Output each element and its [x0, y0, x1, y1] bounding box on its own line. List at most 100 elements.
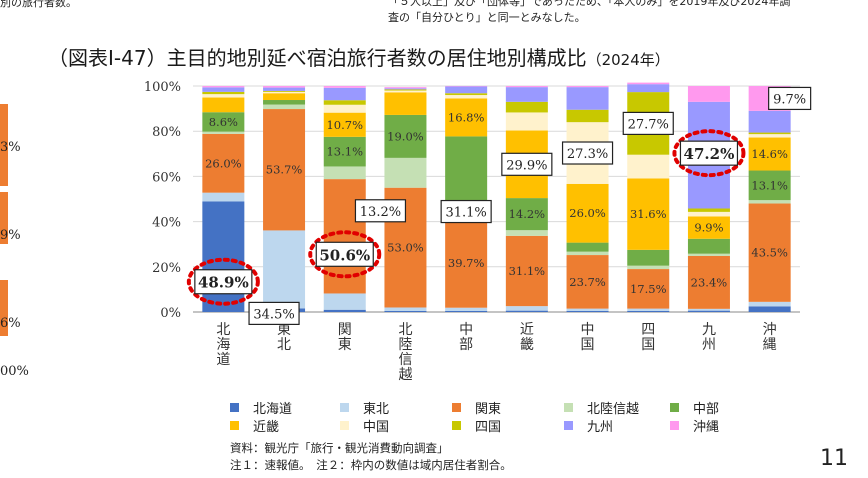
- bar-segment: [748, 134, 791, 138]
- data-label-box: [679, 140, 739, 166]
- legend-label: 近畿: [253, 420, 280, 435]
- legend-label: 東北: [363, 402, 390, 417]
- legend-swatch: [340, 421, 349, 430]
- bar-segment: [445, 93, 488, 96]
- left-panel-label-4: 00%: [0, 364, 29, 379]
- legend-label: 四国: [475, 420, 502, 435]
- bar-segment: [566, 109, 609, 123]
- legend-item: 北陸信越: [564, 398, 639, 417]
- bar-segment: [505, 306, 548, 311]
- legend-label: 九州: [587, 420, 614, 435]
- bar-segment: [384, 87, 427, 89]
- data-label: 16.8%: [448, 110, 485, 124]
- bar-segment: [323, 112, 366, 137]
- bar-segment: [445, 136, 488, 207]
- bar-segment: [323, 309, 366, 312]
- bar-segment: [202, 94, 245, 98]
- bar-segment: [748, 110, 791, 133]
- legend-swatch: [230, 403, 239, 412]
- x-tick-label-char: 海: [216, 337, 230, 353]
- bar-segment: [323, 104, 366, 113]
- left-panel-label-3: 6%: [0, 316, 21, 331]
- legend-swatch: [670, 421, 679, 430]
- bar-segment: [263, 91, 306, 94]
- bar-segment: [445, 95, 488, 99]
- bar-segment: [687, 208, 730, 212]
- bar-segment: [263, 100, 306, 105]
- bar-segment: [748, 301, 791, 307]
- bar-segment: [505, 198, 548, 231]
- bar-segment: [566, 86, 609, 88]
- bar-segment: [323, 166, 366, 180]
- bar-segment: [566, 308, 609, 311]
- bar-segment: [202, 97, 245, 113]
- y-tick-label: 60%: [152, 170, 181, 185]
- header-note-line-2: 査の「自分ひとり」と同一とみなした。: [388, 11, 586, 24]
- bar-segment: [627, 310, 670, 312]
- x-tick-label-char: 中: [459, 322, 473, 338]
- bar-segment: [445, 307, 488, 311]
- x-tick-label-char: 畿: [520, 337, 534, 353]
- legend-swatch: [564, 421, 573, 430]
- legend-item: 中国: [340, 416, 389, 435]
- data-label: 8.6%: [209, 115, 238, 129]
- bar-segment: [627, 308, 670, 311]
- y-tick-label: 0%: [160, 306, 181, 321]
- data-label: 23.4%: [691, 275, 728, 289]
- x-tick-label-char: 沖: [763, 322, 777, 338]
- bar-segment: [687, 310, 730, 312]
- x-tick-label-char: 九: [702, 322, 716, 338]
- left-panel-bar-2: [0, 192, 8, 244]
- x-tick-label-char: 道: [216, 352, 230, 368]
- x-tick-label-char: 信: [398, 352, 412, 368]
- bar-segment: [566, 255, 609, 309]
- data-label: 50.6%: [319, 246, 370, 264]
- data-label: 23.7%: [569, 275, 606, 289]
- data-label: 31.1%: [509, 264, 546, 278]
- chart-title-year: （2024年）: [586, 51, 670, 69]
- note-line: 注１：速報値。 注２：枠内の数値は域内居住者割合。: [230, 458, 512, 472]
- data-label: 9.9%: [694, 221, 723, 235]
- data-label-box: [354, 199, 407, 223]
- data-label: 13.1%: [751, 178, 788, 192]
- bar-segment: [505, 112, 548, 131]
- legend-item: 九州: [564, 416, 613, 435]
- data-label: 39.7%: [448, 256, 485, 270]
- data-label: 26.0%: [205, 156, 242, 170]
- bar-segment: [748, 137, 791, 171]
- bar-segment: [687, 255, 730, 309]
- data-label: 13.2%: [360, 205, 401, 220]
- x-tick-label-char: 関: [338, 322, 352, 338]
- legend-item: 沖縄: [670, 416, 719, 435]
- bar-segment: [566, 310, 609, 312]
- x-tick-label-char: 部: [459, 337, 473, 353]
- bar-segment: [323, 100, 366, 105]
- data-label: 53.0%: [387, 241, 424, 255]
- legend-label: 中部: [693, 402, 720, 417]
- data-label: 26.0%: [569, 206, 606, 220]
- data-label: 9.7%: [773, 92, 806, 107]
- x-tick-label-char: 越: [398, 367, 412, 383]
- page-number: 11: [820, 446, 848, 471]
- data-label: 53.7%: [266, 163, 303, 177]
- chart-title-main: （図表Ⅰ-47）主目的地別延べ宿泊旅行者数の居住地別構成比: [48, 46, 587, 70]
- bar-segment: [202, 112, 245, 132]
- bar-segment: [202, 91, 245, 95]
- chart-title: （図表Ⅰ-47）主目的地別延べ宿泊旅行者数の居住地別構成比（2024年）: [48, 42, 670, 71]
- bar-segment: [445, 98, 488, 137]
- x-tick-label-char: 近: [520, 322, 534, 338]
- bar-segment: [202, 86, 245, 88]
- highlight-ring: [308, 230, 382, 279]
- header-note: 「５人以上」及び「団体等」であったため、「本人のみ」を2019年及び2024年調…: [388, 0, 790, 26]
- bar-segment: [202, 131, 245, 134]
- data-label: 14.6%: [751, 147, 788, 161]
- bar-segment: [263, 109, 306, 231]
- x-tick-label-char: 東: [338, 337, 352, 353]
- legend-label: 北海道: [253, 402, 293, 417]
- source-line: 資料：観光庁「旅行・観光消費動向調査」: [230, 441, 449, 455]
- bar-segment: [748, 203, 791, 302]
- data-label: 27.7%: [628, 117, 669, 132]
- stacked-bar-chart: 0%20%40%60%80%100%北海道東北関東北陸信越中部近畿中国四国九州沖…: [144, 80, 812, 383]
- x-tick-label-char: 縄: [763, 337, 777, 353]
- bar-segment: [384, 92, 427, 115]
